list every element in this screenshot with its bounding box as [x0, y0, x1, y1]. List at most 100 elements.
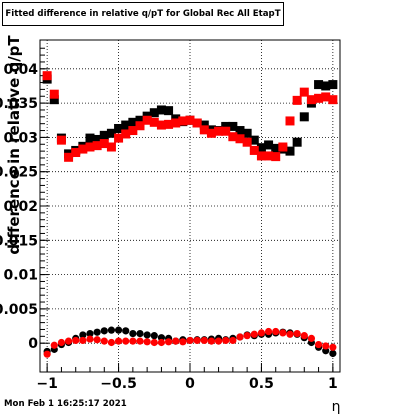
- x-tick-label: 1: [328, 376, 338, 392]
- data-point: [100, 337, 108, 345]
- data-point: [249, 145, 259, 155]
- data-point: [164, 338, 173, 346]
- data-point: [42, 71, 52, 81]
- data-point: [106, 142, 116, 152]
- data-point: [264, 151, 274, 161]
- data-point: [321, 81, 331, 91]
- data-point: [186, 336, 194, 345]
- y-tick-label: 0.03: [3, 130, 38, 146]
- data-point: [222, 336, 230, 345]
- data-point: [100, 327, 108, 335]
- data-point: [157, 338, 166, 347]
- data-point: [129, 329, 137, 338]
- data-point: [292, 95, 302, 105]
- data-point: [85, 142, 95, 152]
- data-point: [192, 118, 202, 128]
- data-point: [156, 105, 166, 115]
- data-point: [136, 337, 144, 345]
- x-tick-label: −1: [36, 376, 57, 392]
- y-tick-label: 0.015: [0, 233, 38, 249]
- data-point: [143, 331, 151, 339]
- data-point: [314, 80, 324, 90]
- data-point: [121, 120, 131, 130]
- data-point: [199, 125, 209, 135]
- y-tick-label: 0.005: [0, 302, 38, 318]
- data-point: [149, 108, 159, 118]
- data-point: [221, 121, 231, 131]
- x-axis-label: η: [332, 399, 341, 414]
- data-point: [286, 330, 294, 338]
- data-point: [114, 123, 124, 133]
- data-point: [50, 341, 58, 349]
- data-point: [150, 338, 158, 347]
- data-point: [99, 130, 109, 140]
- chart-title: Fitted difference in relative q/pT for G…: [2, 2, 284, 26]
- series-1: [42, 71, 338, 162]
- data-point: [242, 137, 252, 147]
- x-tick-label: 0: [185, 376, 195, 392]
- data-point: [49, 89, 59, 99]
- data-point: [171, 118, 181, 128]
- series-3: [43, 327, 337, 358]
- data-point: [235, 126, 245, 136]
- data-point: [122, 327, 130, 335]
- data-point: [114, 326, 123, 334]
- y-axis-label: difference in relative q/pT: [5, 35, 23, 255]
- data-point: [106, 128, 116, 138]
- data-point: [271, 143, 281, 153]
- data-point: [164, 119, 174, 129]
- data-point: [135, 115, 145, 125]
- data-point: [71, 147, 81, 157]
- data-point: [92, 141, 102, 151]
- y-tick-label: 0.025: [0, 165, 38, 181]
- data-point: [328, 95, 338, 105]
- axis-ticks: [40, 47, 334, 372]
- data-point: [178, 116, 188, 126]
- data-point: [193, 336, 201, 345]
- timestamp: Mon Feb 1 16:25:17 2021: [4, 399, 127, 409]
- y-tick-label: 0.035: [0, 96, 38, 112]
- x-tick-label: −0.5: [100, 376, 137, 392]
- data-point: [257, 329, 266, 337]
- data-point: [250, 330, 258, 338]
- data-point: [307, 334, 316, 342]
- data-point: [79, 331, 87, 339]
- data-point: [236, 333, 244, 341]
- y-tick-label: 0.02: [3, 199, 38, 215]
- data-point: [235, 134, 245, 144]
- data-point: [114, 337, 123, 345]
- data-point: [135, 121, 145, 131]
- data-point: [314, 93, 324, 103]
- data-point: [221, 126, 231, 136]
- data-point: [214, 337, 223, 345]
- data-point: [114, 133, 124, 143]
- data-point: [214, 126, 224, 136]
- data-point: [64, 152, 74, 162]
- data-point: [293, 329, 301, 338]
- data-point: [228, 121, 238, 131]
- data-point: [156, 120, 166, 130]
- data-point: [185, 115, 195, 125]
- data-point: [242, 128, 252, 138]
- data-point: [57, 338, 66, 347]
- data-point: [143, 338, 151, 346]
- y-tick-label: 0.04: [3, 62, 38, 78]
- data-markers: [42, 71, 338, 358]
- data-point: [292, 137, 302, 147]
- y-tick-label: 0.01: [3, 268, 38, 284]
- data-point: [285, 116, 295, 126]
- data-point: [328, 80, 338, 90]
- data-point: [72, 336, 80, 345]
- data-point: [256, 143, 266, 153]
- data-point: [300, 332, 308, 340]
- y-tick-label: 0: [28, 336, 38, 352]
- data-point: [92, 134, 102, 144]
- tick-labels: −1 −0.5 0 0.5 1 0 0.005 0.01 0.015 0.02 0.025 0.03 0…: [0, 62, 338, 392]
- data-point: [299, 112, 309, 122]
- data-point: [264, 140, 274, 150]
- data-point: [207, 337, 216, 345]
- data-point: [121, 129, 131, 139]
- data-point: [206, 128, 216, 138]
- data-point: [142, 115, 152, 125]
